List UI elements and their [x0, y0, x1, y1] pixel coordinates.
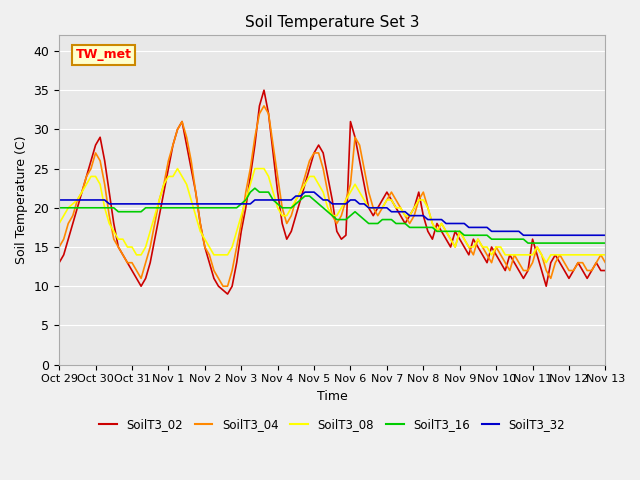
Line: SoilT3_16: SoilT3_16	[59, 188, 640, 251]
SoilT3_04	[529, 260, 536, 265]
SoilT3_08	[296, 189, 304, 195]
SoilT3_32	[524, 232, 532, 238]
SoilT3_32	[301, 189, 308, 195]
SoilT3_08	[55, 221, 63, 227]
SoilT3_04	[301, 174, 308, 180]
SoilT3_16	[301, 193, 308, 199]
SoilT3_16	[92, 205, 99, 211]
Line: SoilT3_02: SoilT3_02	[59, 90, 640, 294]
SoilT3_08	[542, 260, 550, 265]
SoilT3_32	[306, 189, 314, 195]
Line: SoilT3_08: SoilT3_08	[59, 168, 640, 263]
SoilT3_16	[251, 185, 259, 191]
SoilT3_02	[55, 260, 63, 265]
Y-axis label: Soil Temperature (C): Soil Temperature (C)	[15, 136, 28, 264]
SoilT3_32	[55, 197, 63, 203]
SoilT3_08	[173, 166, 181, 171]
SoilT3_32	[156, 201, 163, 207]
SoilT3_02	[106, 189, 113, 195]
SoilT3_02	[529, 236, 536, 242]
SoilT3_04	[55, 244, 63, 250]
Legend: SoilT3_02, SoilT3_04, SoilT3_08, SoilT3_16, SoilT3_32: SoilT3_02, SoilT3_04, SoilT3_08, SoilT3_…	[95, 413, 570, 436]
SoilT3_16	[110, 205, 118, 211]
SoilT3_16	[224, 205, 232, 211]
SoilT3_16	[55, 205, 63, 211]
SoilT3_08	[106, 221, 113, 227]
Text: TW_met: TW_met	[76, 48, 132, 61]
X-axis label: Time: Time	[317, 390, 348, 403]
SoilT3_32	[542, 232, 550, 238]
SoilT3_02	[301, 181, 308, 187]
SoilT3_04	[219, 283, 227, 289]
SoilT3_32	[210, 201, 218, 207]
SoilT3_04	[106, 213, 113, 218]
Line: SoilT3_04: SoilT3_04	[59, 106, 640, 286]
SoilT3_02	[260, 87, 268, 93]
SoilT3_08	[524, 252, 532, 258]
Line: SoilT3_32: SoilT3_32	[59, 192, 640, 243]
SoilT3_02	[224, 291, 232, 297]
Title: Soil Temperature Set 3: Soil Temperature Set 3	[245, 15, 419, 30]
SoilT3_04	[260, 103, 268, 109]
